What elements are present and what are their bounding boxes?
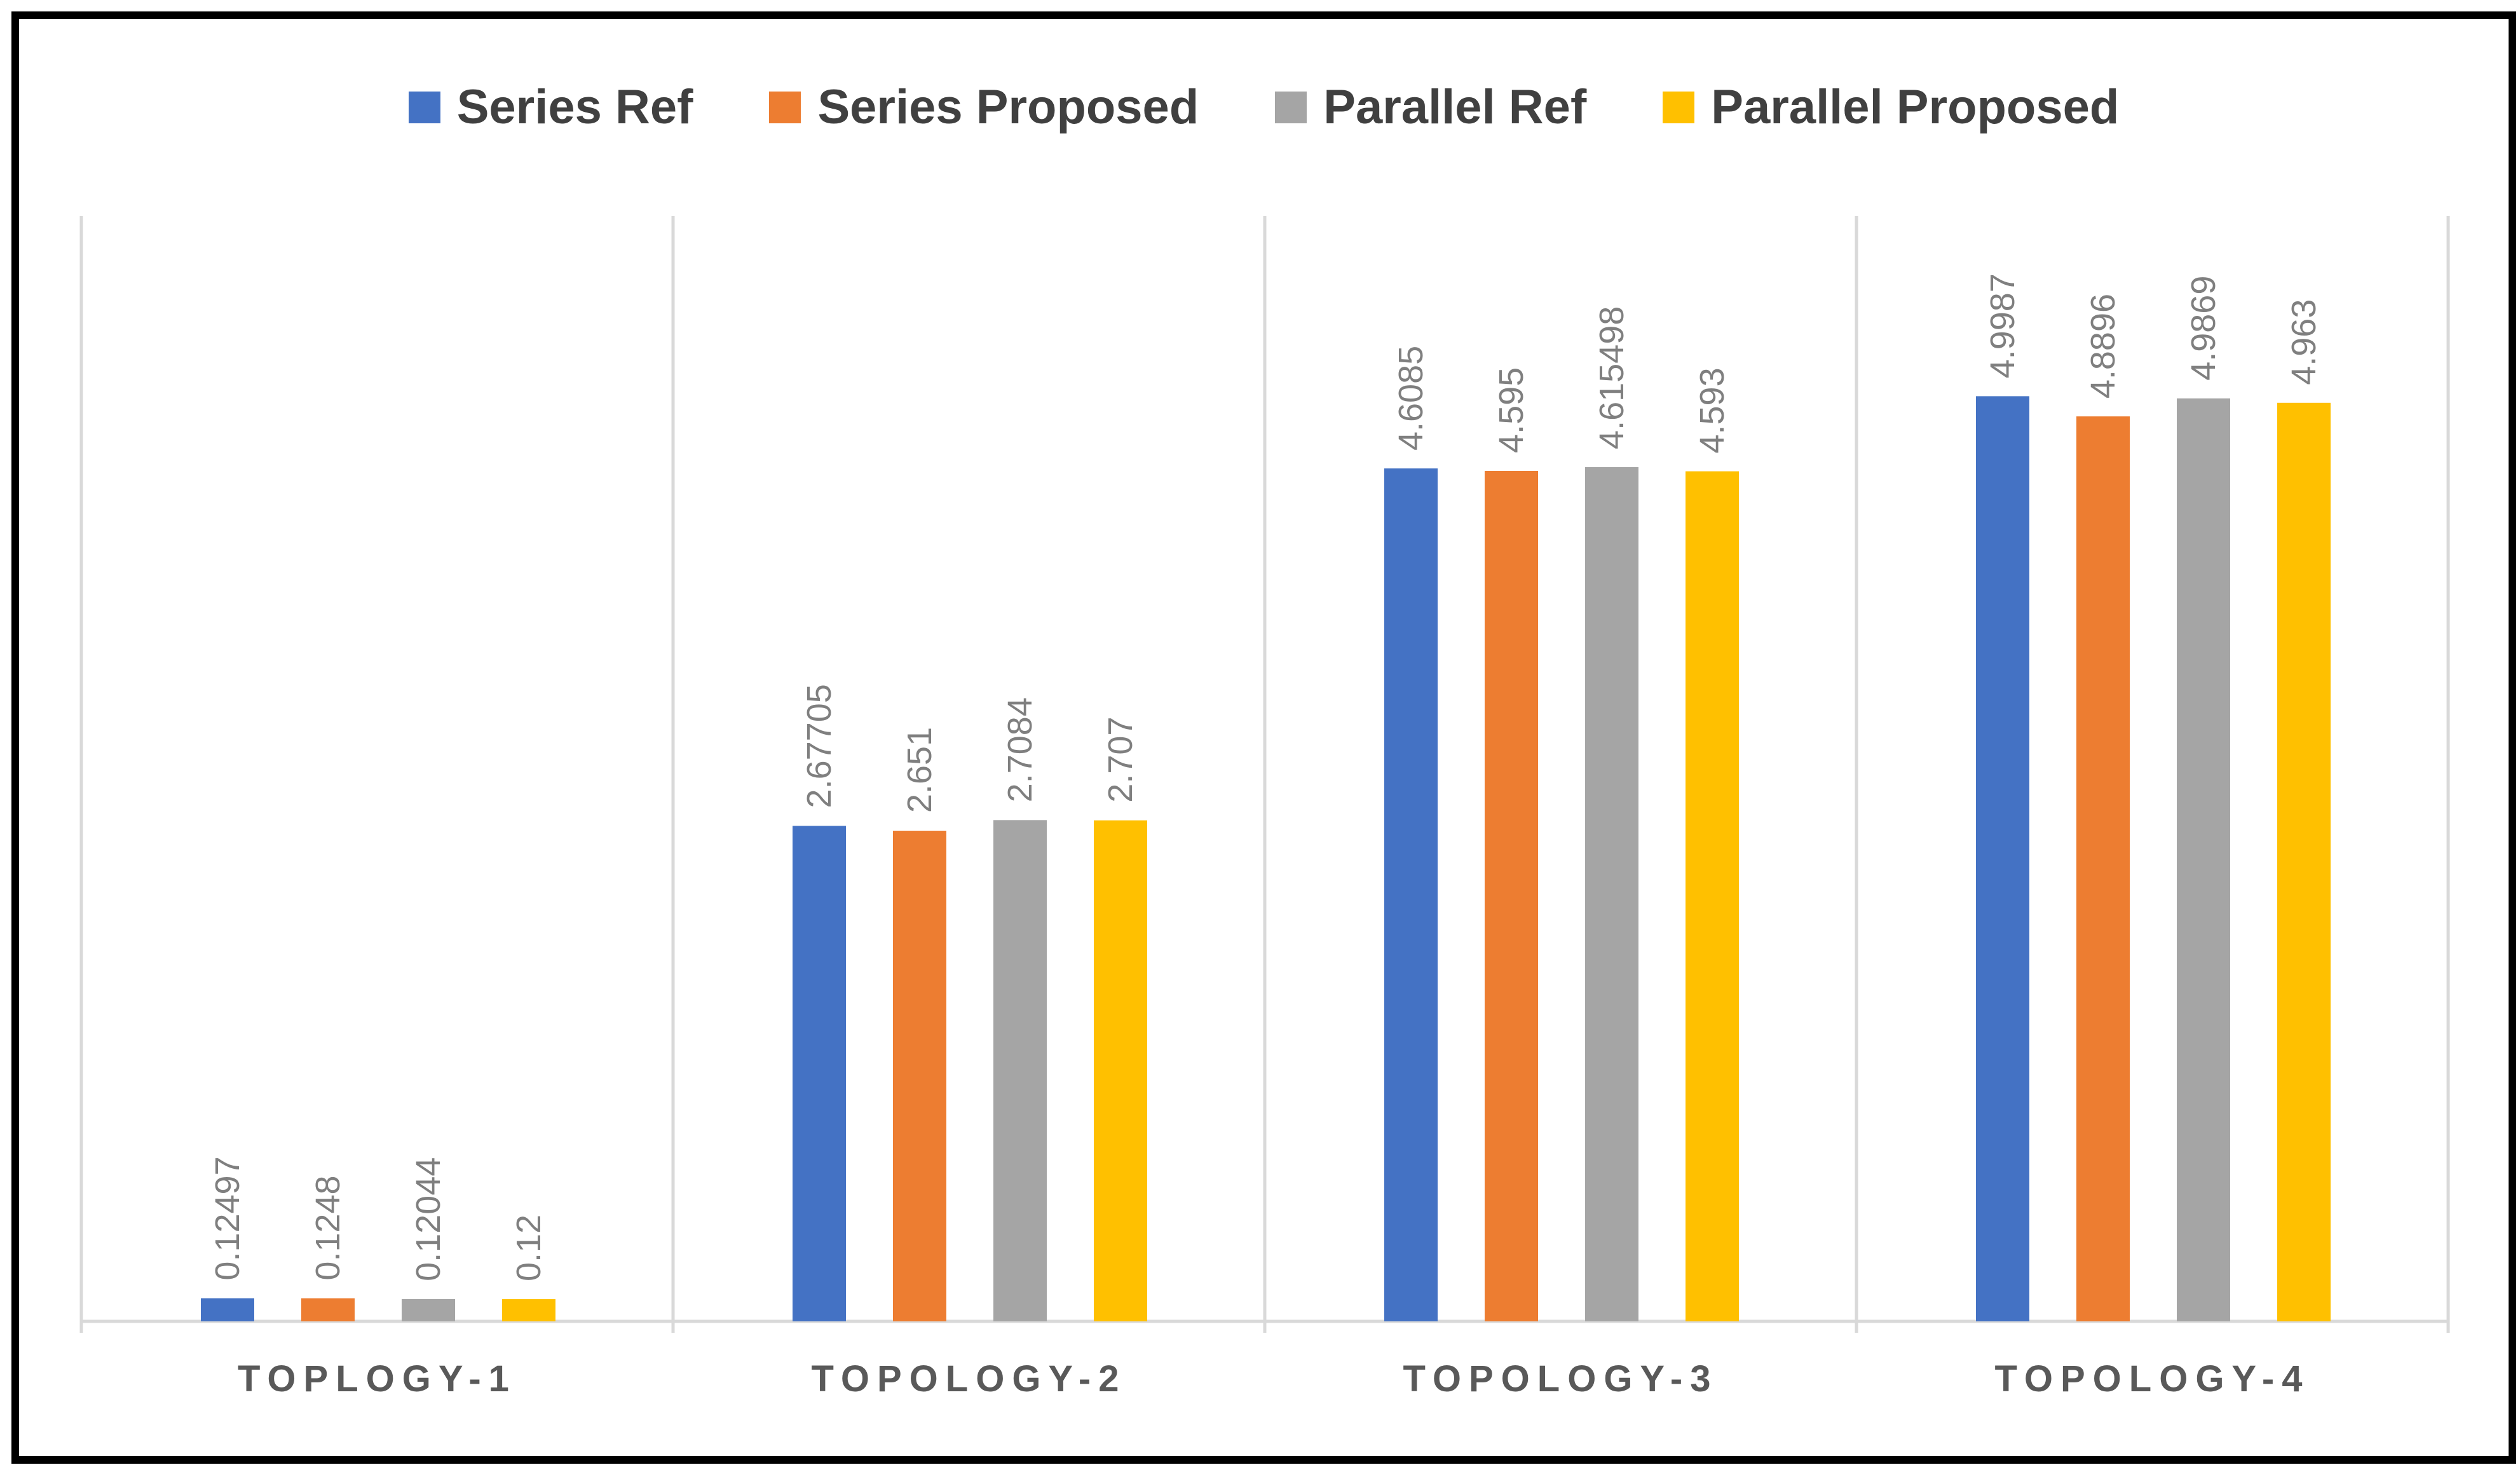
data-label: 0.12044 xyxy=(409,1157,447,1281)
bar-series-ref-2 xyxy=(793,826,846,1321)
legend-swatch-series-proposed xyxy=(769,91,801,123)
bar-parallel-ref-3 xyxy=(1585,467,1638,1321)
category-label: TOPOLOGY-4 xyxy=(1994,1358,2310,1400)
data-label: 4.595 xyxy=(1492,367,1530,453)
category-label: TOPOLOGY-3 xyxy=(1403,1358,1718,1400)
bar-series-proposed-4 xyxy=(2076,416,2130,1322)
data-label: 4.615498 xyxy=(1593,306,1631,449)
legend-label-parallel-ref: Parallel Ref xyxy=(1323,80,1587,134)
data-label: 0.1248 xyxy=(309,1175,347,1280)
data-label: 0.12497 xyxy=(208,1156,247,1280)
legend-item-parallel-proposed: Parallel Proposed xyxy=(1663,79,2119,135)
legend-label-series-proposed: Series Proposed xyxy=(817,80,1199,134)
data-label: 4.593 xyxy=(1693,367,1731,453)
legend-swatch-series-ref xyxy=(408,91,440,123)
legend-item-series-ref: Series Ref xyxy=(408,79,693,135)
data-label: 2.67705 xyxy=(800,684,838,808)
chart-frame: Series Ref Series Proposed Parallel Ref … xyxy=(11,11,2516,1464)
category-label: TOPLOGY-1 xyxy=(238,1358,517,1400)
data-label: 2.651 xyxy=(901,727,939,813)
legend-label-series-ref: Series Ref xyxy=(456,80,693,134)
data-label: 4.963 xyxy=(2285,299,2323,385)
data-label: 2.707 xyxy=(1101,717,1140,803)
legend-swatch-parallel-ref xyxy=(1275,91,1307,123)
bar-parallel-proposed-1 xyxy=(502,1299,555,1321)
bar-parallel-ref-2 xyxy=(993,820,1047,1321)
bar-series-proposed-1 xyxy=(301,1298,355,1321)
bar-series-proposed-2 xyxy=(893,831,946,1321)
bar-chart: 0.12497 0.1248 0.12044 0.12 TOPLOGY-1 2.67705… xyxy=(79,216,2450,1400)
data-label: 0.12 xyxy=(510,1215,548,1281)
data-label: 4.8896 xyxy=(2084,294,2122,399)
bar-parallel-proposed-3 xyxy=(1686,471,1739,1322)
legend-item-parallel-ref: Parallel Ref xyxy=(1275,79,1586,135)
data-label: 4.9987 xyxy=(1984,273,2022,378)
legend-item-series-proposed: Series Proposed xyxy=(769,79,1199,135)
bar-parallel-ref-4 xyxy=(2177,398,2230,1321)
legend-swatch-parallel-proposed xyxy=(1663,91,1695,123)
bar-series-ref-1 xyxy=(201,1298,254,1321)
legend-label-parallel-proposed: Parallel Proposed xyxy=(1711,80,2120,134)
data-label: 4.6085 xyxy=(1392,346,1430,451)
legend: Series Ref Series Proposed Parallel Ref … xyxy=(19,79,2509,135)
bar-parallel-ref-1 xyxy=(402,1298,455,1321)
bar-series-ref-4 xyxy=(1976,396,2029,1321)
bar-series-ref-3 xyxy=(1384,468,1438,1321)
data-label: 4.9869 xyxy=(2184,276,2223,381)
data-label: 2.7084 xyxy=(1001,697,1039,802)
bar-parallel-proposed-4 xyxy=(2277,402,2331,1321)
bar-series-proposed-3 xyxy=(1485,470,1538,1321)
bar-parallel-proposed-2 xyxy=(1094,820,1147,1321)
category-label: TOPOLOGY-2 xyxy=(811,1358,1126,1400)
